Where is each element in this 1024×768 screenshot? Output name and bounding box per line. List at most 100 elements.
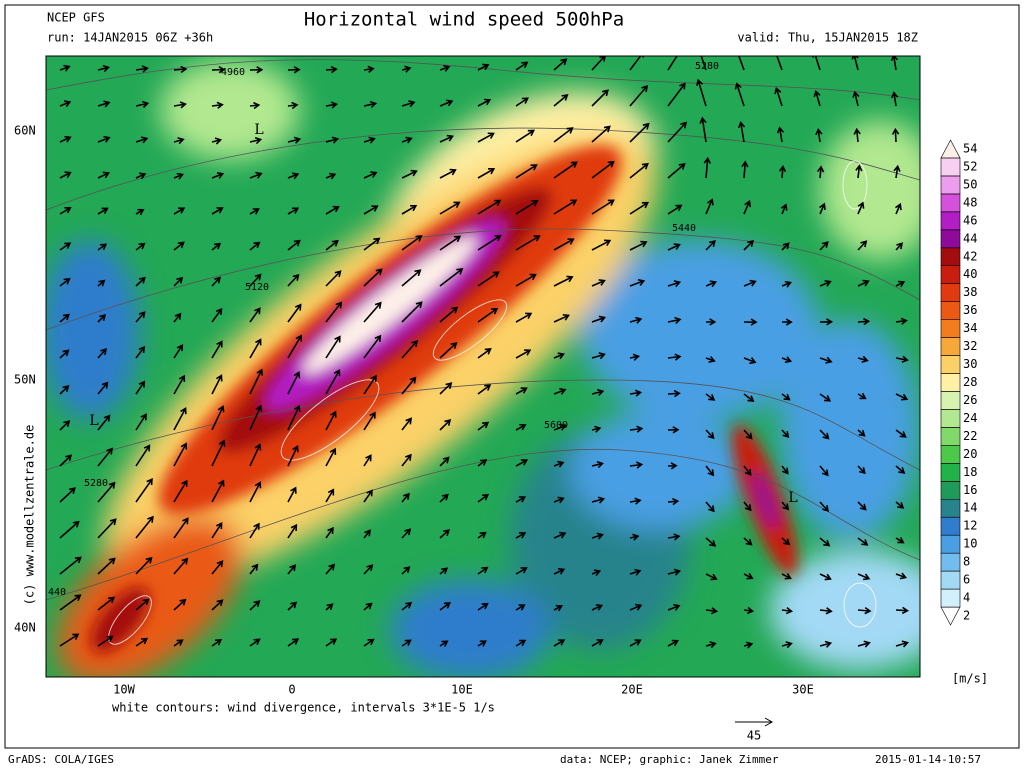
wind-arrow — [667, 243, 681, 251]
wind-arrow — [401, 453, 412, 467]
contour-labels: 4960 5280 5120 5440 5600 5280 440 L L L — [48, 61, 798, 598]
colorbar-label: 44 — [963, 231, 977, 245]
wind-arrow — [363, 268, 383, 287]
wind-arrow — [743, 501, 752, 512]
wind-arrow — [363, 638, 375, 647]
lon-label: 10E — [451, 683, 473, 697]
wind-arrow — [857, 640, 871, 648]
colorbar-label: 26 — [963, 393, 977, 407]
wind-arrow — [819, 241, 829, 251]
wind-arrow — [249, 338, 262, 359]
wind-arrow — [895, 202, 902, 215]
wind-arrow — [477, 459, 488, 467]
lon-label: 30E — [792, 683, 814, 697]
wind-arrow — [553, 639, 566, 647]
wind-arrow — [781, 607, 794, 615]
wind-arrow — [743, 537, 753, 546]
wind-arrow — [363, 136, 376, 144]
wind-arrow — [173, 517, 189, 539]
wind-arrow — [363, 529, 371, 539]
wind-arrow — [135, 172, 147, 180]
wind-arrow — [855, 164, 863, 179]
wind-arrow — [325, 603, 334, 611]
lat-label: 40N — [14, 621, 36, 635]
colorbar-box — [940, 570, 961, 590]
wind-arrow — [553, 496, 565, 504]
wind-arrow — [667, 639, 679, 647]
wind-arrow — [629, 425, 644, 433]
colorbar-box — [940, 265, 961, 285]
wind-arrow — [211, 599, 224, 611]
wind-arrow — [401, 566, 411, 575]
wind-arrow — [705, 573, 718, 581]
wind-arrow — [287, 404, 301, 431]
wind-arrow — [325, 410, 337, 431]
colorbar-label: 54 — [963, 141, 977, 155]
wind-arrow — [59, 100, 72, 108]
wind-arrow — [287, 303, 302, 323]
wind-arrow — [287, 371, 301, 395]
wind-arrow — [816, 165, 825, 179]
wind-arrow — [287, 564, 297, 575]
colorbar-label: 8 — [963, 555, 970, 569]
lat-label: 50N — [14, 373, 36, 387]
wind-arrow — [781, 572, 792, 580]
wind-arrow — [97, 243, 108, 251]
wind-arrow — [705, 280, 717, 288]
colorbar-box — [940, 175, 961, 195]
unit-label: [m/s] — [952, 672, 988, 686]
wind-arrow — [439, 235, 462, 251]
colorbar-label: 52 — [963, 159, 977, 173]
wind-arrow — [211, 479, 225, 503]
colorbar-box — [940, 534, 961, 554]
wind-arrow — [59, 385, 70, 395]
wind-arrow — [815, 128, 823, 143]
footer-software: GrADS: COLA/IGES — [8, 753, 114, 766]
wind-arrow — [591, 604, 604, 611]
wind-arrow — [477, 421, 490, 431]
colorbar-label: 24 — [963, 411, 977, 425]
wind-arrow — [59, 242, 72, 251]
wind-arrow — [249, 66, 264, 74]
wind-arrow — [895, 393, 909, 401]
colorbar-label: 34 — [963, 321, 977, 335]
wind-arrow — [895, 317, 908, 325]
colorbar-label: 28 — [963, 375, 977, 389]
colorbar-label: 18 — [963, 465, 977, 479]
wind-arrow — [703, 156, 711, 179]
wind-arrow — [553, 313, 570, 323]
wind-arrow — [857, 537, 869, 546]
wind-arrow — [325, 369, 341, 395]
wind-arrow — [743, 606, 755, 615]
wind-arrow — [401, 601, 413, 611]
wind-arrow — [59, 349, 70, 359]
wind-arrow — [629, 201, 650, 215]
wind-arrow — [667, 389, 681, 398]
wind-arrow — [173, 207, 186, 215]
wind-arrow — [591, 199, 615, 215]
colorbar-box — [940, 337, 961, 356]
wind-arrow — [287, 207, 300, 215]
wind-arrow — [891, 127, 900, 143]
wind-arrow — [695, 78, 707, 107]
wind-arrow — [211, 439, 226, 467]
wind-arrow — [325, 65, 338, 74]
wind-arrow — [97, 171, 110, 179]
wind-arrow — [781, 501, 790, 511]
wind-arrow — [97, 596, 116, 611]
wind-arrow — [781, 465, 789, 475]
wind-arrow — [591, 532, 604, 540]
wind-arrow — [852, 90, 860, 107]
wind-arrow — [891, 91, 899, 107]
wind-arrow — [515, 532, 527, 539]
wind-arrow — [778, 164, 787, 179]
wind-arrow — [59, 454, 73, 467]
colorbar-box — [940, 229, 961, 249]
colorbar-box — [940, 480, 961, 500]
colorbar-box — [940, 552, 961, 572]
wind-arrow — [591, 89, 609, 107]
arrow-legend-head — [764, 717, 774, 727]
wind-arrow — [287, 601, 298, 611]
wind-arrow — [515, 164, 538, 179]
wind-arrow — [135, 380, 146, 395]
